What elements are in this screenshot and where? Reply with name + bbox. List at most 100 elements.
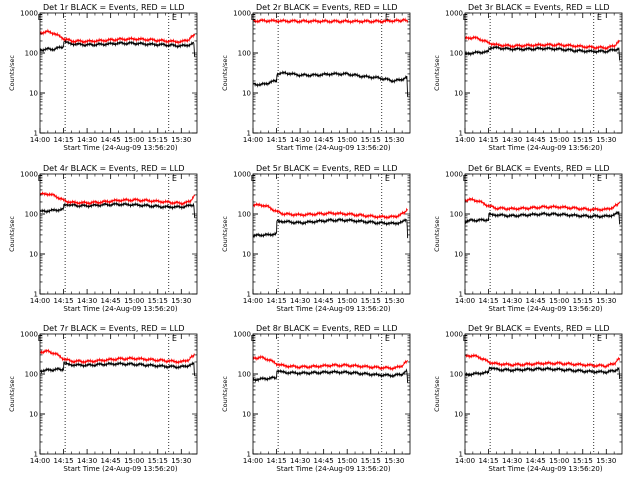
x-axis-label: Start Time (24-Aug-09 13:56:20) (63, 465, 177, 473)
x-tick-label: 15:30 (384, 457, 404, 465)
x-tick-label: 15:00 (124, 297, 144, 305)
plot-title: Det 5r BLACK = Events, RED = LLD (256, 164, 398, 173)
event-marker-label: E (385, 334, 390, 343)
detector-plot-1: Det 1r BLACK = Events, RED = LLD 1 10 100 10… (8, 3, 198, 152)
x-tick-label: 14:00 (455, 457, 475, 465)
y-tick-label: 10 (454, 251, 463, 259)
x-axis-label: Start Time (24-Aug-09 13:56:20) (488, 465, 602, 473)
x-tick-label: 15:00 (337, 136, 357, 144)
y-tick-label: 100 (25, 211, 38, 219)
x-axis-label: Start Time (24-Aug-09 13:56:20) (63, 144, 177, 152)
plot-title: Det 9r BLACK = Events, RED = LLD (468, 324, 610, 333)
x-tick-label: 15:15 (361, 457, 381, 465)
event-marker-label: E (385, 174, 390, 183)
x-tick-label: 15:15 (573, 136, 593, 144)
plot-series-group (40, 348, 196, 376)
plot-series-group (465, 196, 621, 225)
lld-series-line (40, 28, 196, 46)
x-tick-label: 14:00 (243, 136, 263, 144)
x-tick-label: 14:00 (30, 457, 50, 465)
y-axis-label: Counts/sec (433, 55, 441, 91)
event-marker-label: E (463, 13, 468, 22)
x-tick-label: 14:30 (502, 136, 522, 144)
y-tick-label: 10 (454, 90, 463, 98)
y-tick-label: 1000 (445, 10, 463, 18)
x-tick-label: 15:30 (171, 136, 191, 144)
x-tick-label: 14:30 (77, 297, 97, 305)
plot-title: Det 4r BLACK = Events, RED = LLD (43, 164, 185, 173)
events-series-line (253, 368, 409, 383)
x-tick-label: 14:15 (53, 297, 73, 305)
lld-series-line (40, 190, 196, 207)
y-tick-label: 1000 (20, 10, 38, 18)
y-tick-label: 1 (34, 291, 38, 299)
x-tick-label: 14:30 (290, 136, 310, 144)
y-tick-label: 100 (238, 211, 251, 219)
x-tick-label: 15:15 (361, 136, 381, 144)
plot-title: Det 1r BLACK = Events, RED = LLD (43, 3, 185, 12)
x-tick-label: 14:45 (314, 457, 334, 465)
detector-plot-2: Det 2r BLACK = Events, RED = LLD 1 10 100 10… (221, 3, 411, 152)
events-series-line (465, 45, 621, 61)
detector-plot-7: Det 7r BLACK = Events, RED = LLD 1 10 100 10… (8, 324, 198, 473)
x-tick-label: 15:00 (549, 136, 569, 144)
events-series-line (253, 217, 409, 239)
y-axis-label: Counts/sec (433, 216, 441, 252)
y-tick-label: 1000 (20, 171, 38, 179)
plot-frame (39, 12, 198, 134)
plot-frame (464, 173, 623, 295)
plot-title: Det 7r BLACK = Events, RED = LLD (43, 324, 185, 333)
event-marker-label: E (385, 13, 390, 22)
x-tick-label: 15:30 (384, 297, 404, 305)
y-tick-label: 1000 (233, 171, 251, 179)
y-tick-label: 1000 (233, 10, 251, 18)
x-axis-label: Start Time (24-Aug-09 13:56:20) (488, 305, 602, 313)
event-marker-label: E (38, 13, 43, 22)
event-marker-label: E (172, 13, 177, 22)
y-tick-label: 10 (242, 251, 251, 259)
plot-series-group (40, 190, 196, 218)
x-tick-label: 15:15 (361, 297, 381, 305)
y-tick-label: 100 (25, 50, 38, 58)
y-tick-label: 10 (242, 90, 251, 98)
lld-series-line (253, 17, 409, 25)
y-tick-label: 1 (247, 451, 251, 459)
x-tick-label: 15:00 (124, 457, 144, 465)
event-marker-label: E (597, 174, 602, 183)
x-axis-label: Start Time (24-Aug-09 13:56:20) (276, 465, 390, 473)
x-tick-label: 14:45 (526, 297, 546, 305)
detector-plot-3: Det 3r BLACK = Events, RED = LLD 1 10 100 10… (433, 3, 623, 152)
x-tick-label: 14:30 (290, 297, 310, 305)
y-tick-label: 10 (29, 251, 38, 259)
x-tick-label: 14:15 (266, 297, 286, 305)
y-axis-label: Counts/sec (8, 216, 16, 252)
x-tick-label: 15:00 (549, 297, 569, 305)
x-tick-label: 15:15 (573, 457, 593, 465)
plot-series-group (253, 354, 409, 383)
y-tick-label: 100 (450, 371, 463, 379)
lld-series-line (465, 35, 620, 52)
plot-title: Det 6r BLACK = Events, RED = LLD (468, 164, 610, 173)
x-tick-label: 14:00 (243, 457, 263, 465)
plot-frame (464, 333, 623, 455)
y-tick-label: 100 (238, 371, 251, 379)
y-tick-label: 100 (450, 211, 463, 219)
lld-series-line (465, 196, 621, 213)
lld-series-line (253, 201, 408, 221)
lld-series-line (465, 352, 621, 370)
x-tick-label: 14:15 (478, 457, 498, 465)
y-tick-label: 1 (34, 451, 38, 459)
x-tick-label: 15:30 (596, 457, 616, 465)
x-tick-label: 14:45 (526, 136, 546, 144)
x-tick-label: 14:30 (502, 297, 522, 305)
detector-plot-4: Det 4r BLACK = Events, RED = LLD 1 10 100 10… (8, 164, 198, 313)
event-marker-label: E (172, 174, 177, 183)
plot-frame (39, 333, 198, 455)
y-tick-label: 1 (459, 130, 463, 138)
x-tick-label: 15:30 (384, 136, 404, 144)
x-tick-label: 14:15 (53, 457, 73, 465)
x-tick-label: 14:15 (266, 136, 286, 144)
x-tick-label: 14:30 (77, 457, 97, 465)
x-tick-label: 14:15 (266, 457, 286, 465)
y-axis-label: Counts/sec (221, 216, 229, 252)
